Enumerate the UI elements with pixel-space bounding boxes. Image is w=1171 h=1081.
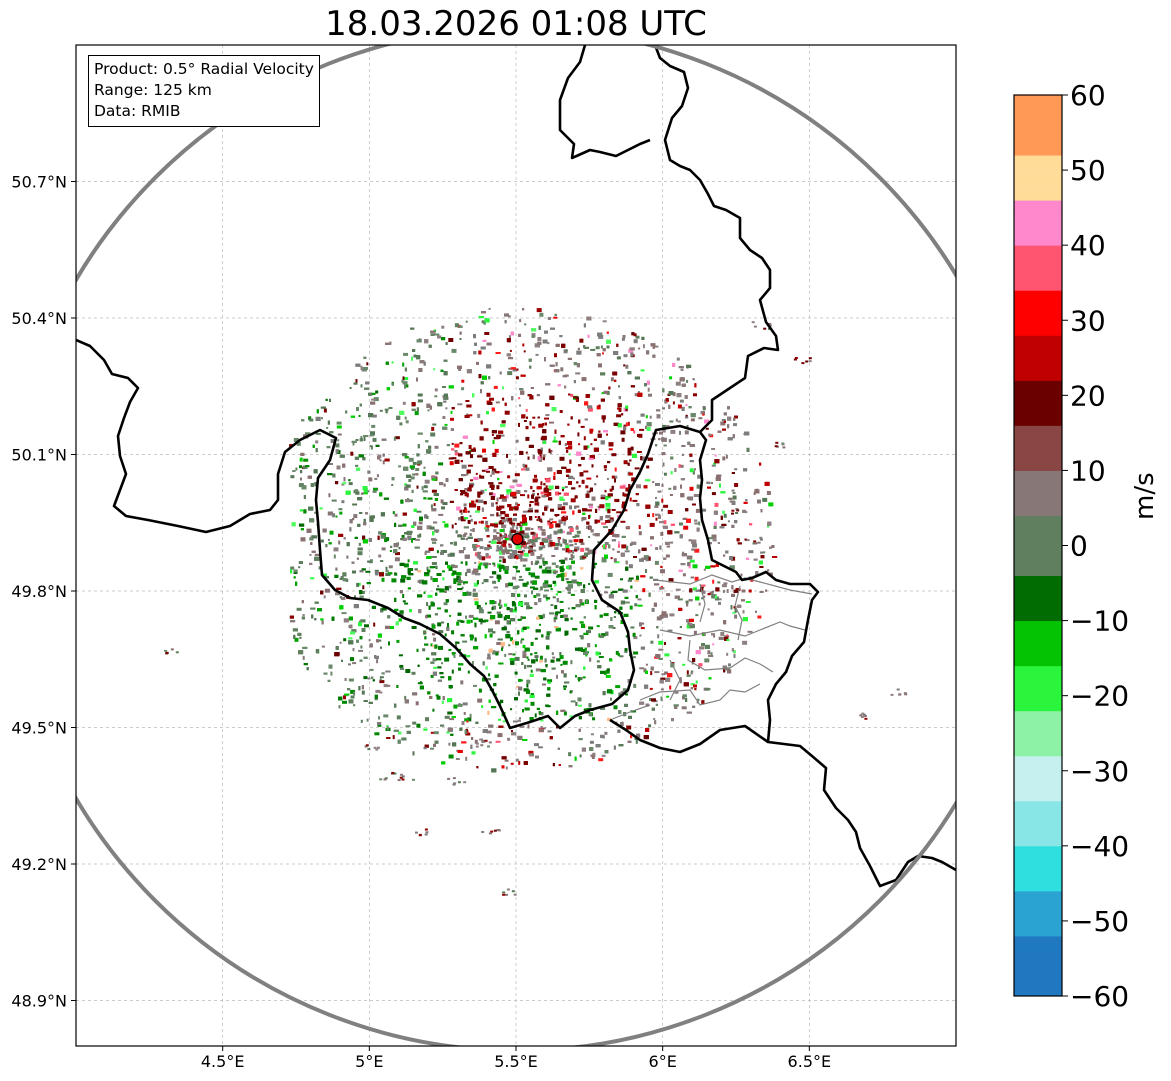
colorbar-tick-label: 0 bbox=[1070, 530, 1088, 563]
colorbar-tick-label: −30 bbox=[1070, 755, 1129, 788]
colorbar-tick-label: −40 bbox=[1070, 830, 1129, 863]
y-tick-label: 48.9°N bbox=[11, 992, 67, 1011]
colorbar-tick-label: 50 bbox=[1070, 154, 1106, 187]
colorbar-tick-label: 20 bbox=[1070, 379, 1106, 412]
y-tick-label: 49.8°N bbox=[11, 582, 67, 601]
colorbar-tick-label: 30 bbox=[1070, 304, 1106, 337]
country-borders bbox=[76, 45, 956, 888]
colorbar-label: m/s bbox=[1130, 472, 1160, 520]
colorbar-tick-label: 40 bbox=[1070, 229, 1106, 262]
product-info-box: Product: 0.5° Radial Velocity Range: 125… bbox=[88, 55, 320, 127]
y-tick-label: 49.2°N bbox=[11, 855, 67, 874]
y-tick-label: 50.4°N bbox=[11, 309, 67, 328]
colorbar-tick-label: −10 bbox=[1070, 605, 1129, 638]
radar-site-marker bbox=[511, 533, 524, 546]
colorbar-tick-label: −20 bbox=[1070, 680, 1129, 713]
y-tick-label: 50.1°N bbox=[11, 446, 67, 465]
x-tick-label: 6.5°E bbox=[788, 1052, 832, 1071]
colorbar-tick-label: −50 bbox=[1070, 905, 1129, 938]
x-tick-label: 5°E bbox=[355, 1052, 383, 1071]
range-label: Range: 125 km bbox=[94, 81, 212, 99]
colorbar-tick-label: 10 bbox=[1070, 454, 1106, 487]
x-tick-label: 4.5°E bbox=[201, 1052, 245, 1071]
region-borders bbox=[609, 574, 813, 721]
x-axis-ticks: 4.5°E 5°E 5.5°E 6°E 6.5°E bbox=[201, 1046, 831, 1071]
colorbar: −60 −50 −40 −30 −20 −10 0 10 20 30 40 50 60 bbox=[1013, 79, 1129, 1013]
data-source-label: Data: RMIB bbox=[94, 102, 181, 120]
x-tick-label: 5.5°E bbox=[494, 1052, 538, 1071]
y-tick-label: 50.7°N bbox=[11, 173, 67, 192]
colorbar-tick-label: −60 bbox=[1070, 980, 1129, 1013]
y-tick-label: 49.5°N bbox=[11, 719, 67, 738]
y-axis-ticks: 48.9°N 49.2°N 49.5°N 49.8°N 50.1°N 50.4°N 50.7… bbox=[11, 173, 76, 1011]
radar-echoes bbox=[164, 307, 908, 896]
colorbar-tick-label: 60 bbox=[1070, 79, 1106, 112]
product-label: Product: 0.5° Radial Velocity bbox=[94, 60, 314, 78]
x-tick-label: 6°E bbox=[649, 1052, 677, 1071]
map-title: 18.03.2026 01:08 UTC bbox=[325, 4, 707, 44]
